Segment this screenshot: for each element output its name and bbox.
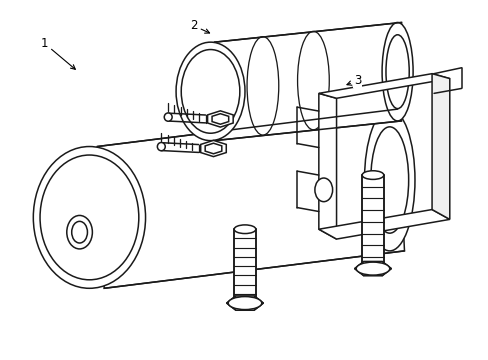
Polygon shape (205, 143, 222, 154)
Ellipse shape (370, 127, 408, 233)
Ellipse shape (314, 178, 332, 202)
Polygon shape (200, 140, 226, 157)
Polygon shape (362, 175, 383, 269)
Ellipse shape (40, 155, 139, 280)
Polygon shape (318, 74, 449, 98)
Ellipse shape (364, 109, 414, 251)
Polygon shape (207, 111, 233, 127)
Ellipse shape (297, 31, 328, 130)
Text: 1: 1 (41, 37, 75, 69)
Ellipse shape (234, 225, 255, 234)
Ellipse shape (385, 35, 408, 109)
Ellipse shape (381, 22, 412, 121)
Ellipse shape (362, 171, 383, 179)
Polygon shape (226, 296, 263, 310)
Ellipse shape (246, 37, 278, 135)
Ellipse shape (67, 215, 92, 249)
Polygon shape (431, 74, 449, 219)
Ellipse shape (228, 297, 261, 310)
Ellipse shape (72, 221, 87, 243)
Ellipse shape (355, 262, 389, 275)
Ellipse shape (176, 42, 244, 141)
Polygon shape (354, 261, 390, 276)
Polygon shape (212, 114, 228, 124)
Polygon shape (97, 109, 404, 288)
Polygon shape (214, 22, 401, 141)
Text: 2: 2 (190, 19, 209, 33)
Polygon shape (318, 93, 336, 239)
Ellipse shape (157, 143, 165, 151)
Ellipse shape (33, 147, 145, 288)
Text: 3: 3 (346, 74, 361, 87)
Polygon shape (234, 229, 255, 303)
Ellipse shape (181, 50, 239, 133)
Polygon shape (318, 210, 449, 239)
Ellipse shape (164, 113, 172, 121)
